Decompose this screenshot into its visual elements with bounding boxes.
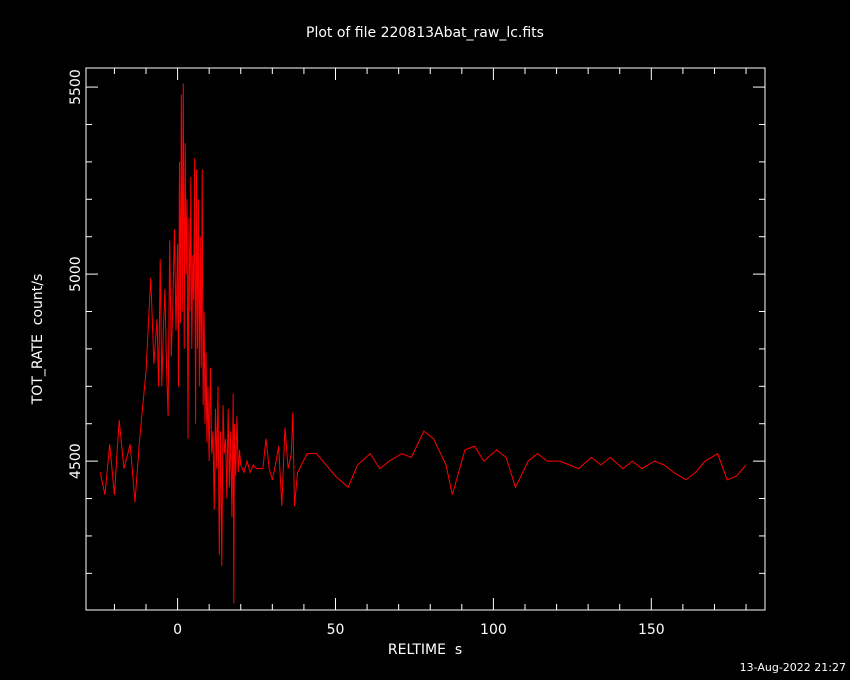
x-axis-label: RELTIME s: [388, 642, 462, 658]
x-tick-label: 50: [327, 622, 345, 638]
y-axis-label: TOT_RATE count/s: [30, 274, 46, 406]
x-tick-label: 150: [638, 622, 665, 638]
data-line: [99, 83, 747, 604]
footer-date: 13-Aug-2022 21:27: [740, 661, 846, 674]
y-tick-label: 5000: [68, 256, 84, 292]
x-tick-label: 100: [480, 622, 507, 638]
plot-frame: [85, 67, 766, 611]
y-tick-label: 5500: [68, 69, 84, 105]
chart-title: Plot of file 220813Abat_raw_lc.fits: [306, 25, 544, 41]
x-tick-label: 0: [173, 622, 182, 638]
y-tick-label: 4500: [68, 443, 84, 479]
